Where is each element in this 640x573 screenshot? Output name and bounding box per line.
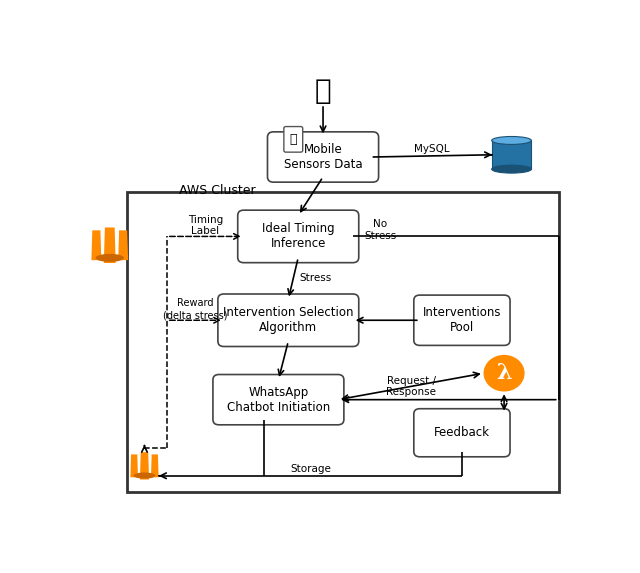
- Text: λ: λ: [497, 362, 512, 384]
- Text: Stress: Stress: [300, 273, 332, 283]
- Ellipse shape: [492, 136, 531, 144]
- Circle shape: [484, 355, 524, 391]
- Text: 📱: 📱: [289, 133, 297, 146]
- Text: No
Stress: No Stress: [364, 219, 396, 241]
- FancyBboxPatch shape: [218, 294, 359, 347]
- Text: MySQL: MySQL: [414, 144, 450, 154]
- FancyBboxPatch shape: [284, 127, 303, 152]
- FancyBboxPatch shape: [414, 295, 510, 346]
- Ellipse shape: [95, 254, 124, 262]
- Text: Reward
(delta stress): Reward (delta stress): [163, 299, 228, 320]
- Text: WhatsApp
Chatbot Initiation: WhatsApp Chatbot Initiation: [227, 386, 330, 414]
- Text: Interventions
Pool: Interventions Pool: [422, 306, 501, 334]
- Text: Timing
Label: Timing Label: [188, 215, 223, 236]
- FancyBboxPatch shape: [237, 210, 359, 262]
- FancyBboxPatch shape: [268, 132, 379, 182]
- Polygon shape: [92, 230, 101, 260]
- Text: Ideal Timing
Inference: Ideal Timing Inference: [262, 222, 335, 250]
- Ellipse shape: [492, 165, 531, 173]
- Text: Mobile
Sensors Data: Mobile Sensors Data: [284, 143, 362, 171]
- FancyBboxPatch shape: [414, 409, 510, 457]
- Polygon shape: [151, 454, 159, 477]
- Bar: [492, 140, 531, 169]
- Polygon shape: [104, 227, 116, 263]
- FancyBboxPatch shape: [213, 375, 344, 425]
- Text: AWS Cluster: AWS Cluster: [179, 184, 256, 197]
- Ellipse shape: [134, 473, 156, 478]
- Bar: [127, 193, 559, 492]
- Text: 👥: 👥: [315, 77, 332, 105]
- Polygon shape: [140, 452, 149, 480]
- Text: Intervention Selection
Algorithm: Intervention Selection Algorithm: [223, 306, 353, 334]
- Text: Request /
Response: Request / Response: [386, 376, 436, 397]
- Polygon shape: [118, 230, 128, 260]
- Polygon shape: [131, 454, 138, 477]
- Text: Feedback: Feedback: [434, 426, 490, 439]
- Text: Storage: Storage: [290, 464, 331, 474]
